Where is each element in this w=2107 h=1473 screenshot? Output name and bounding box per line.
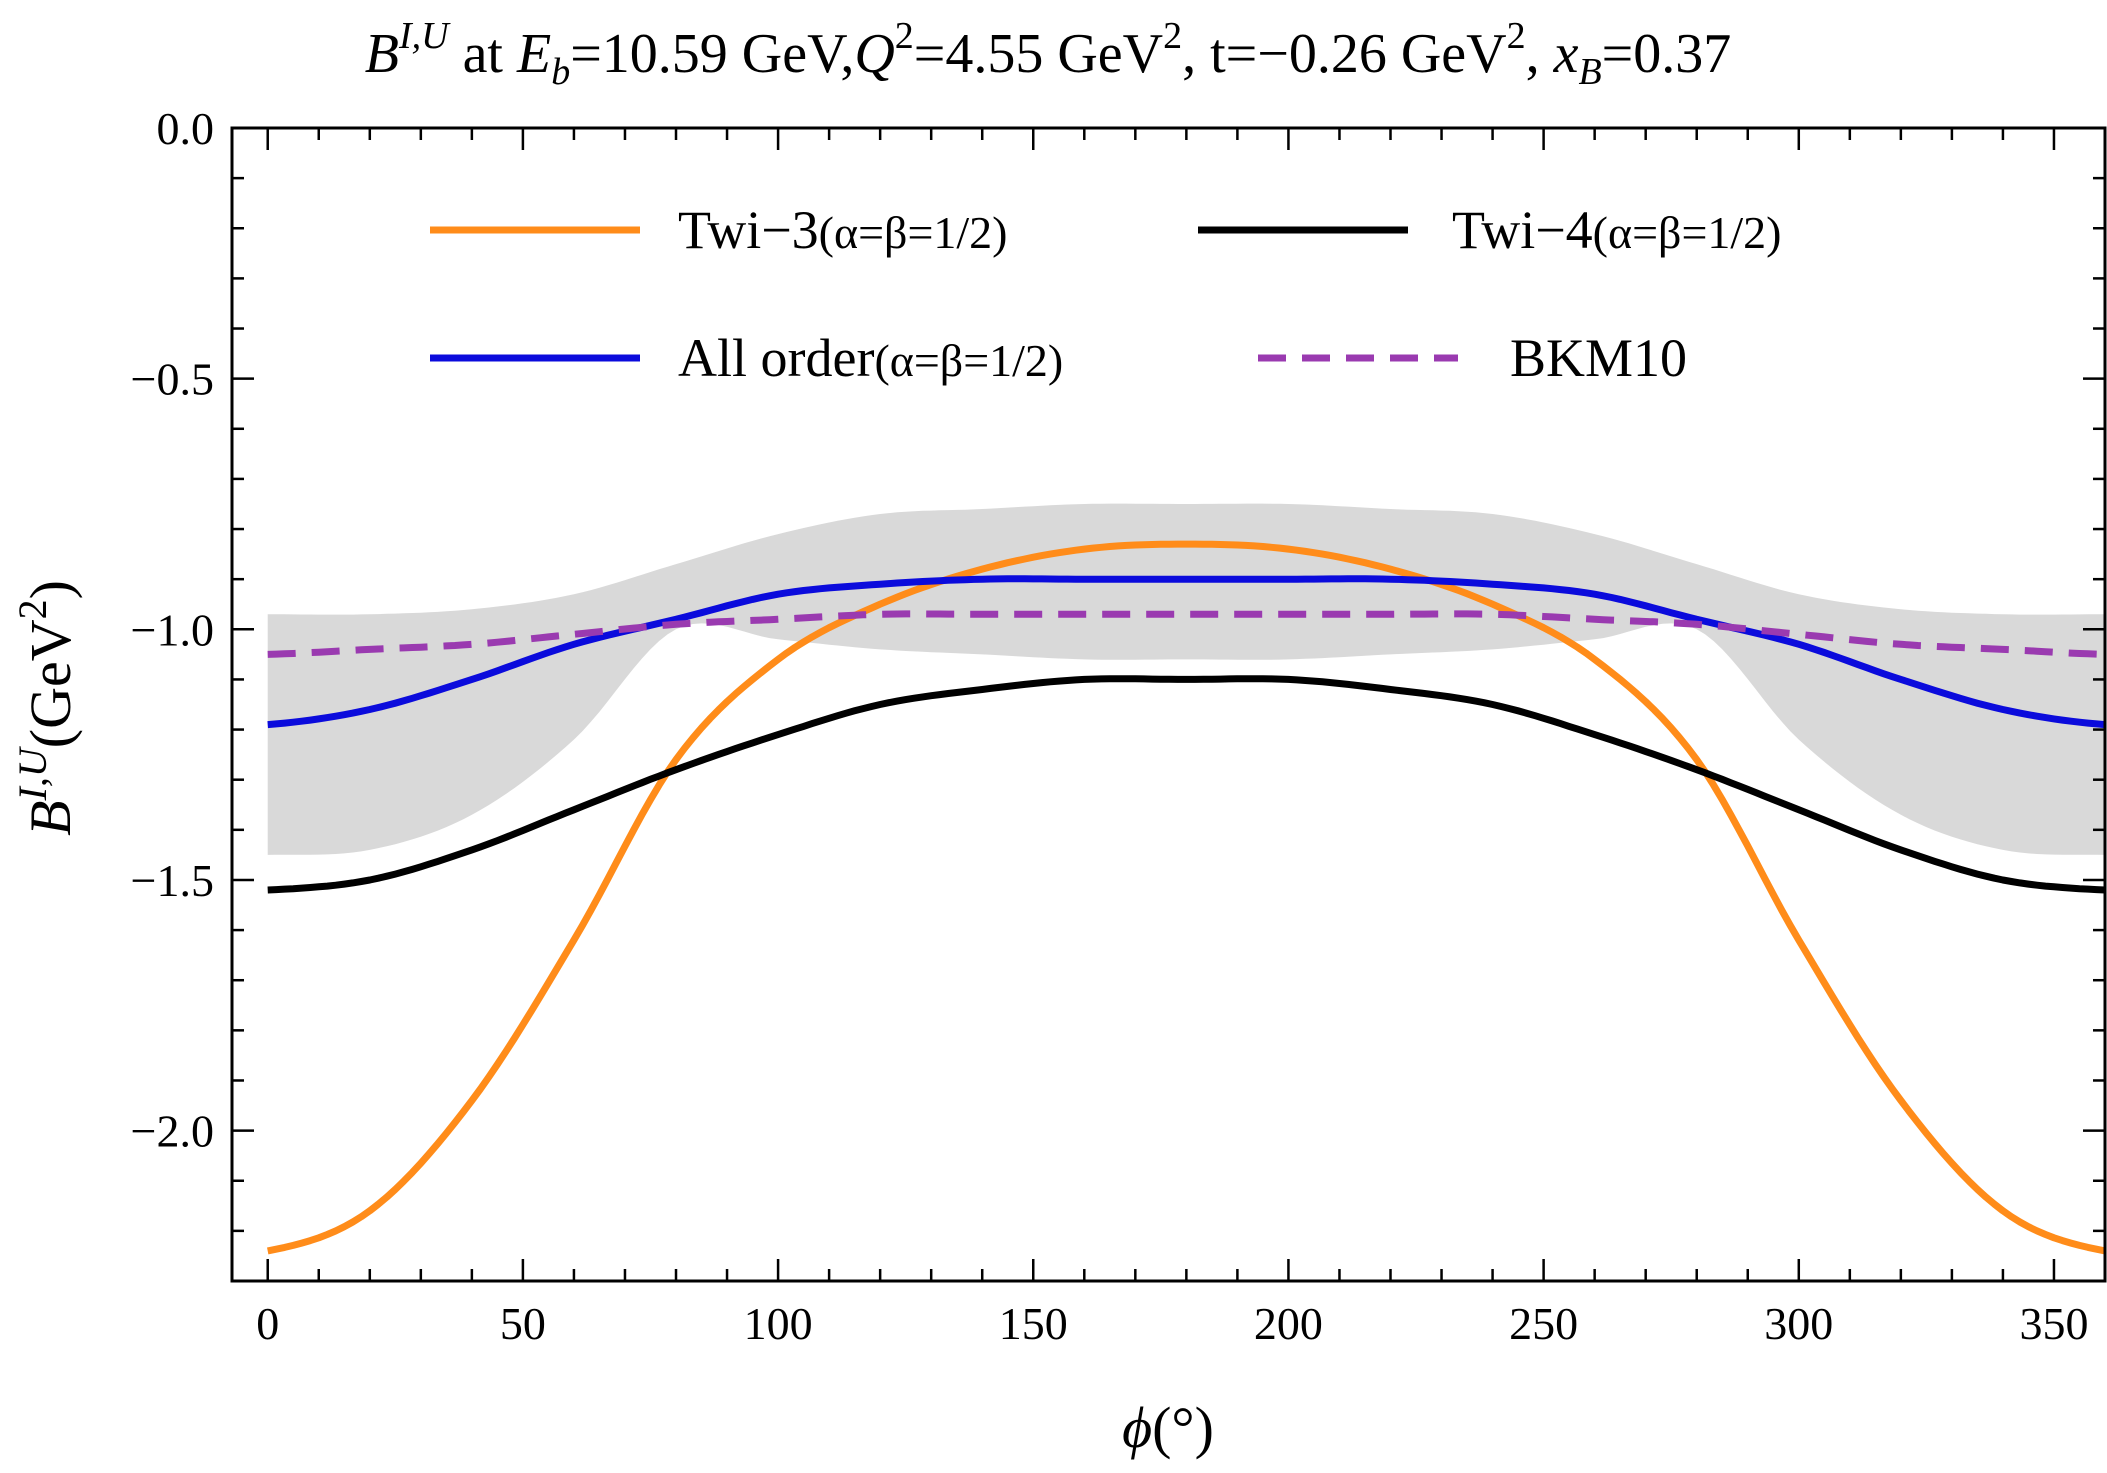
plot-area [267, 503, 2106, 1255]
series-line-1 [267, 675, 2106, 894]
y-tick-label: −1.0 [131, 604, 214, 655]
legend-label-all-order: All order(α=β=1/2) [678, 328, 1063, 388]
chart-title: BI,U at Eb=10.59 GeV,Q2=4.55 GeV2, t=−0.… [365, 15, 1732, 93]
x-tick-label: 100 [744, 1298, 813, 1349]
x-tick-label: 150 [999, 1298, 1068, 1349]
y-tick-label: −0.5 [131, 354, 214, 405]
y-tick-label: −1.5 [131, 855, 214, 906]
legend-label-twi4: Twi−4(α=β=1/2) [1452, 200, 1781, 260]
plot-frame [230, 126, 2107, 1283]
uncertainty-band [267, 503, 2106, 855]
x-tick-label: 0 [256, 1298, 279, 1349]
x-tick-label: 200 [1254, 1298, 1323, 1349]
y-tick-label: −2.0 [131, 1106, 214, 1157]
y-axis-label: BI,U(GeV2) [10, 580, 83, 836]
series-line-0 [267, 540, 2106, 1255]
x-tick-label: 50 [500, 1298, 546, 1349]
x-tick-label: 250 [1509, 1298, 1578, 1349]
legend-label-bkm10: BKM10 [1510, 328, 1687, 388]
axis-ticks: 0 50 100 150 200 250 300 350 0.0 −0.5 −1.0 −1.5 −2.0 [131, 103, 2107, 1349]
series-line-2 [267, 575, 2106, 729]
x-axis-label: ϕ(°) [1122, 1395, 1214, 1460]
x-tick-label: 350 [2019, 1298, 2088, 1349]
x-tick-label: 300 [1764, 1298, 1833, 1349]
legend-label-twi3: Twi−3(α=β=1/2) [678, 200, 1007, 260]
y-tick-label: 0.0 [157, 103, 215, 154]
legend: Twi−3(α=β=1/2) Twi−4(α=β=1/2) All order(… [430, 200, 1781, 388]
